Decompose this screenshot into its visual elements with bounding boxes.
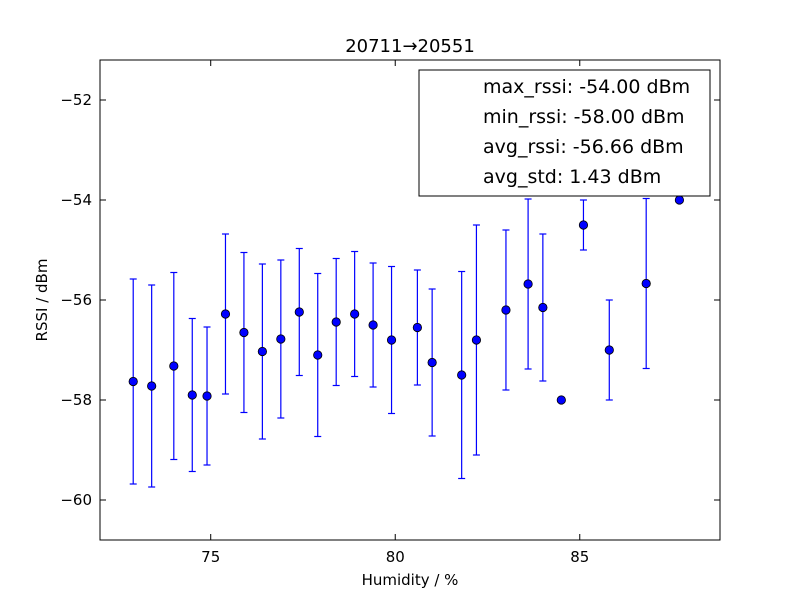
data-point: [350, 309, 360, 319]
data-point: [220, 309, 231, 319]
y-tick-label: −56: [60, 291, 92, 309]
data-point: [427, 357, 437, 368]
data-point: [457, 370, 467, 380]
data-point: [578, 220, 589, 230]
y-tick-label: −60: [60, 491, 92, 509]
data-point: [257, 346, 267, 357]
data-point: [412, 322, 422, 333]
data-point: [604, 345, 614, 355]
ticks-layer: 75 80 85 −60 −58 −56 −54 −52: [60, 60, 720, 566]
data-point: [331, 317, 341, 327]
data-point: [386, 335, 397, 345]
data-point: [538, 302, 548, 313]
chart-title: 20711→20551: [345, 36, 475, 57]
data-point: [147, 381, 157, 391]
data-point: [471, 335, 482, 345]
x-tick-label: 80: [386, 548, 405, 566]
data-point: [313, 350, 323, 360]
data-point: [169, 361, 179, 371]
legend-entry-max-rssi: max_rssi: -54.00 dBm: [483, 76, 690, 98]
data-point: [202, 391, 212, 401]
marks-layer: [128, 195, 685, 488]
legend-entry-avg-std: avg_std: 1.43 dBm: [483, 166, 661, 188]
data-point: [187, 390, 197, 400]
data-point: [556, 395, 566, 405]
data-point: [294, 307, 304, 317]
y-axis-label: RSSI / dBm: [33, 259, 51, 342]
x-tick-label: 85: [570, 548, 589, 566]
legend: max_rssi: -54.00 dBm min_rssi: -58.00 dB…: [418, 69, 711, 197]
data-point: [276, 334, 286, 344]
data-point: [128, 376, 138, 387]
legend-box: [418, 69, 711, 197]
y-tick-label: −52: [60, 91, 92, 109]
y-tick-label: −58: [60, 391, 92, 409]
legend-entry-min-rssi: min_rssi: -58.00 dBm: [483, 106, 685, 128]
data-point: [501, 305, 511, 315]
data-point: [523, 279, 533, 289]
x-tick-label: 75: [201, 548, 220, 566]
data-point: [368, 320, 378, 330]
data-point: [641, 278, 651, 289]
data-point: [674, 195, 685, 205]
x-axis-label: Humidity / %: [362, 571, 459, 589]
y-tick-label: −54: [60, 191, 92, 209]
data-point: [239, 327, 249, 338]
legend-entry-avg-rssi: avg_rssi: -56.66 dBm: [483, 136, 684, 158]
